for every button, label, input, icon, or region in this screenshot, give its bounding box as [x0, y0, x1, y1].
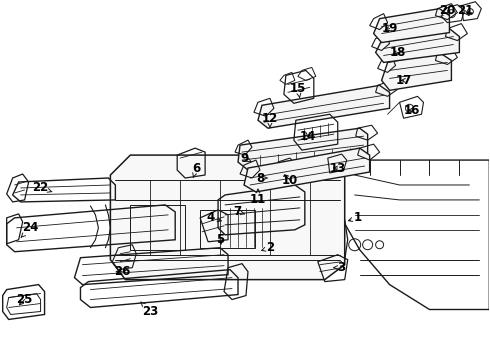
Text: 22: 22	[32, 181, 52, 194]
Polygon shape	[258, 85, 390, 128]
Polygon shape	[110, 155, 345, 280]
Text: 6: 6	[192, 162, 200, 177]
Text: 3: 3	[334, 261, 346, 274]
Text: 13: 13	[330, 162, 346, 175]
Text: 2: 2	[262, 241, 274, 254]
Polygon shape	[376, 28, 460, 62]
Text: 25: 25	[17, 293, 33, 306]
Text: 24: 24	[21, 221, 39, 237]
Text: 19: 19	[381, 22, 398, 35]
Text: 11: 11	[250, 189, 266, 206]
Text: 14: 14	[299, 130, 316, 143]
Text: 17: 17	[395, 74, 412, 87]
Text: 7: 7	[233, 205, 245, 219]
Polygon shape	[374, 9, 449, 42]
Polygon shape	[382, 53, 451, 90]
Text: 26: 26	[114, 265, 130, 278]
Text: 1: 1	[348, 211, 362, 224]
Text: 23: 23	[141, 302, 158, 318]
Polygon shape	[238, 128, 368, 170]
Polygon shape	[244, 148, 369, 192]
Text: 21: 21	[457, 4, 473, 17]
Text: 16: 16	[403, 104, 420, 117]
Text: 5: 5	[216, 233, 224, 246]
Text: 18: 18	[390, 46, 406, 59]
Text: 10: 10	[282, 174, 298, 186]
Text: 4: 4	[206, 211, 221, 224]
Text: 8: 8	[256, 171, 267, 185]
Text: 15: 15	[290, 82, 306, 98]
Text: 12: 12	[262, 112, 278, 128]
Text: 20: 20	[440, 4, 456, 17]
Text: 9: 9	[240, 152, 251, 165]
